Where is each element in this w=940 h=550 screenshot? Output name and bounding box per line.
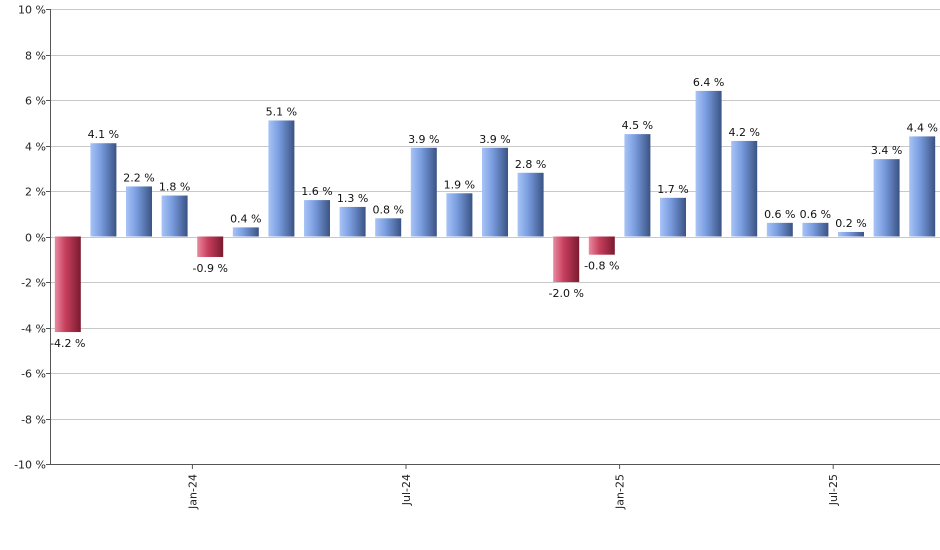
y-tick-label: 2 %	[25, 186, 46, 199]
y-tick-label: 8 %	[25, 50, 46, 63]
bar-Sep-25	[873, 159, 900, 237]
y-tick-label: 10 %	[18, 4, 46, 17]
bar-Oct-23	[54, 236, 81, 333]
data-label: 4.1 %	[88, 128, 119, 141]
gridlines	[46, 9, 940, 465]
x-tick-label: Jul-24	[400, 474, 413, 506]
data-label: 0.4 %	[230, 212, 261, 225]
y-tick-label: -2 %	[21, 277, 46, 290]
y-tick-label: -8 %	[21, 414, 46, 427]
bar-Feb-24	[197, 236, 224, 257]
bar-Mar-24	[232, 227, 259, 237]
x-tick-label: Jul-25	[827, 474, 840, 506]
y-tick-label: 0 %	[25, 232, 46, 245]
data-label: 6.4 %	[693, 76, 724, 89]
y-tick-label: -10 %	[14, 459, 46, 472]
data-label: 1.8 %	[159, 181, 190, 194]
data-label: -0.9 %	[192, 262, 227, 275]
data-label: 1.3 %	[337, 192, 368, 205]
bar-Apr-25	[695, 90, 722, 237]
data-label: 2.2 %	[123, 171, 154, 184]
y-axis-tick-labels: 10 % 8 % 6 % 4 % 2 % 0 % -2 % -4 % -6 % -8 % -10 %	[14, 4, 46, 472]
bar-Oct-25	[909, 136, 936, 237]
bars	[54, 90, 936, 333]
bar-Jun-24	[339, 206, 366, 237]
data-label: 4.5 %	[622, 119, 653, 132]
bar-Aug-25	[838, 231, 864, 237]
data-label: 5.1 %	[266, 105, 297, 118]
x-tick-label: Jan-24	[186, 474, 199, 510]
data-label: 2.8 %	[515, 158, 546, 171]
data-label: 0.8 %	[372, 203, 403, 216]
bar-Sep-24	[446, 193, 473, 237]
axes	[50, 9, 940, 465]
bar-Oct-24	[482, 147, 508, 237]
bar-Jan-24	[161, 195, 188, 237]
data-label: 1.9 %	[444, 178, 475, 191]
data-label: 3.4 %	[871, 144, 902, 157]
y-tick-label: 4 %	[25, 141, 46, 154]
x-tick-label: Jan-25	[614, 474, 627, 510]
bar-Jan-25	[588, 236, 615, 255]
bar-Jul-25	[802, 222, 829, 237]
data-label: 0.6 %	[764, 208, 795, 221]
bar-Nov-23	[90, 143, 117, 237]
data-label: 3.9 %	[479, 133, 510, 146]
bar-Apr-24	[268, 120, 295, 237]
data-label: 4.4 %	[906, 121, 937, 134]
data-label: 1.6 %	[301, 185, 332, 198]
bar-May-25	[731, 140, 758, 237]
bar-Aug-24	[410, 147, 437, 237]
y-tick-label: 6 %	[25, 95, 46, 108]
data-labels: -4.2 % 4.1 % 2.2 % 1.8 % -0.9 % 0.4 % 5.1 % 1.6…	[50, 76, 938, 350]
data-label: -4.2 %	[50, 337, 85, 350]
data-label: 4.2 %	[728, 126, 759, 139]
bar-Nov-24	[517, 172, 544, 237]
y-tick-label: -6 %	[21, 368, 46, 381]
data-label: -2.0 %	[548, 287, 583, 300]
bar-Dec-24	[553, 236, 580, 282]
data-label: 0.6 %	[800, 208, 831, 221]
bar-Jul-24	[375, 218, 402, 237]
bar-Dec-23	[126, 186, 152, 237]
bar-Jun-25	[766, 222, 793, 237]
data-label: 3.9 %	[408, 133, 439, 146]
data-label: -0.8 %	[584, 260, 619, 273]
y-tick-label: -4 %	[21, 323, 46, 336]
data-label: 0.2 %	[835, 217, 866, 230]
data-label: 1.7 %	[657, 183, 688, 196]
bar-Feb-25	[624, 134, 651, 237]
bar-May-24	[304, 200, 330, 237]
x-axis-tick-labels: Jan-24 Jul-24 Jan-25 Jul-25	[186, 464, 840, 510]
bar-Mar-25	[660, 197, 686, 237]
